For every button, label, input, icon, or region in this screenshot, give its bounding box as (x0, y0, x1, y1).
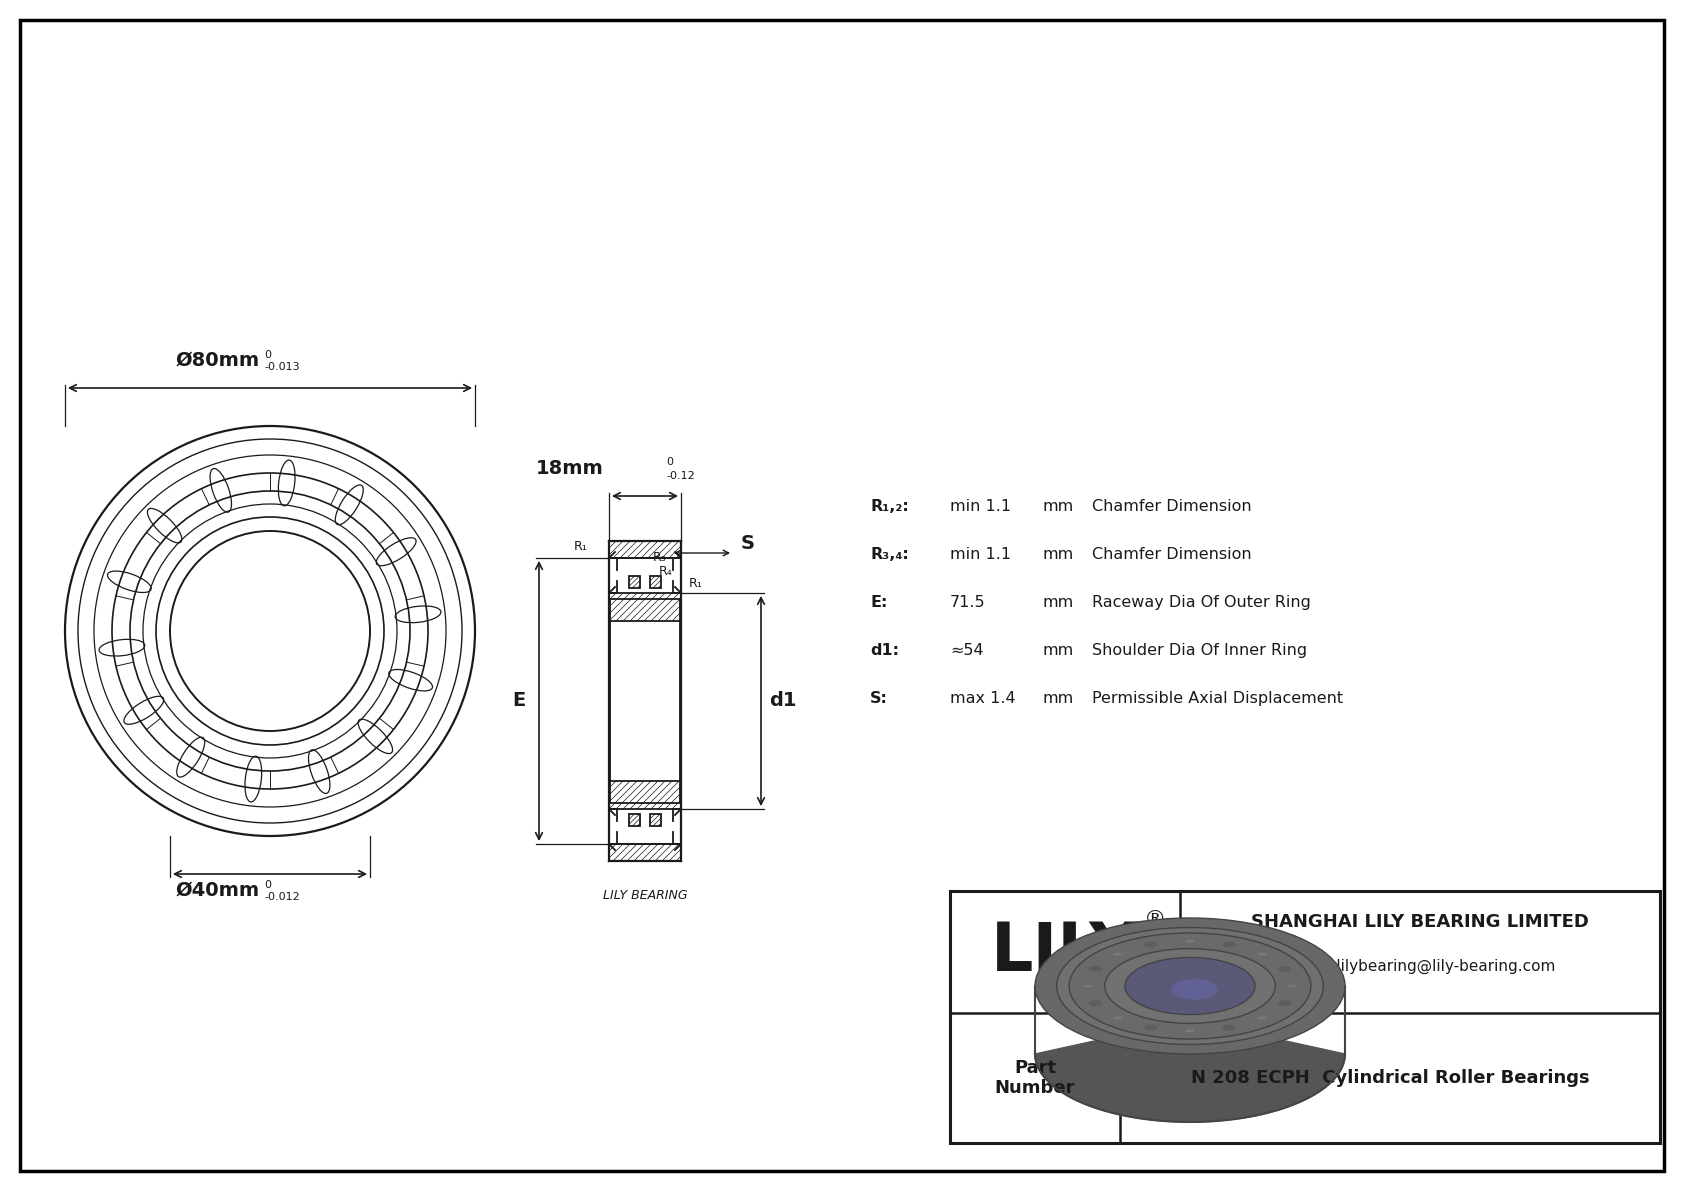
Polygon shape (630, 576, 640, 588)
Text: d1:: d1: (871, 643, 899, 657)
Text: min 1.1: min 1.1 (950, 547, 1010, 562)
Text: -0.012: -0.012 (264, 892, 300, 902)
Text: 0: 0 (264, 880, 271, 890)
Text: 0: 0 (665, 457, 674, 467)
Text: R₃,₄:: R₃,₄: (871, 547, 909, 562)
Text: Chamfer Dimension: Chamfer Dimension (1091, 499, 1251, 515)
Ellipse shape (1088, 1000, 1103, 1006)
Text: max 1.4: max 1.4 (950, 691, 1015, 706)
Bar (610, 599, 680, 803)
Text: Part
Number: Part Number (995, 1059, 1076, 1097)
Ellipse shape (1143, 941, 1159, 948)
Polygon shape (610, 844, 680, 861)
Bar (950, 891, 1660, 1143)
Text: 0: 0 (264, 350, 271, 360)
Ellipse shape (1069, 933, 1310, 1039)
Text: mm: mm (1042, 643, 1073, 657)
Ellipse shape (1113, 953, 1122, 955)
Polygon shape (610, 781, 680, 809)
Ellipse shape (1083, 985, 1093, 987)
Text: ≈54: ≈54 (950, 643, 983, 657)
Text: -0.013: -0.013 (264, 362, 300, 372)
Text: mm: mm (1042, 499, 1073, 515)
Text: mm: mm (1042, 691, 1073, 706)
Polygon shape (610, 541, 680, 559)
Text: E:: E: (871, 596, 887, 610)
Ellipse shape (1036, 918, 1346, 1054)
Text: d1: d1 (770, 692, 797, 711)
Text: LILY BEARING: LILY BEARING (603, 888, 687, 902)
Text: R₄: R₄ (658, 565, 672, 578)
Polygon shape (630, 813, 640, 827)
Text: S:: S: (871, 691, 887, 706)
Text: Shoulder Dia Of Inner Ring: Shoulder Dia Of Inner Ring (1091, 643, 1307, 657)
Ellipse shape (1288, 985, 1297, 987)
Ellipse shape (1278, 1000, 1292, 1006)
Text: 18mm: 18mm (536, 459, 605, 478)
Ellipse shape (1105, 948, 1275, 1023)
Text: Ø80mm: Ø80mm (175, 351, 259, 370)
Text: N 208 ECPH  Cylindrical Roller Bearings: N 208 ECPH Cylindrical Roller Bearings (1191, 1070, 1590, 1087)
Ellipse shape (1056, 928, 1324, 1045)
Text: min 1.1: min 1.1 (950, 499, 1010, 515)
Text: mm: mm (1042, 596, 1073, 610)
Text: Permissible Axial Displacement: Permissible Axial Displacement (1091, 691, 1344, 706)
Text: SHANGHAI LILY BEARING LIMITED: SHANGHAI LILY BEARING LIMITED (1251, 913, 1590, 931)
Text: ®: ® (1143, 909, 1167, 929)
Text: R₁: R₁ (689, 576, 702, 590)
Ellipse shape (1186, 1029, 1194, 1033)
Text: S: S (741, 534, 754, 553)
Text: R₃: R₃ (653, 551, 667, 565)
Text: R₁: R₁ (574, 540, 588, 553)
Text: -0.12: -0.12 (665, 470, 695, 481)
Ellipse shape (1258, 1016, 1266, 1019)
Text: mm: mm (1042, 547, 1073, 562)
Ellipse shape (1125, 958, 1255, 1015)
Polygon shape (650, 813, 660, 827)
Text: Chamfer Dimension: Chamfer Dimension (1091, 547, 1251, 562)
Text: 71.5: 71.5 (950, 596, 985, 610)
Ellipse shape (1223, 1024, 1236, 1030)
Ellipse shape (1223, 941, 1236, 948)
Ellipse shape (1186, 940, 1194, 942)
Ellipse shape (1172, 979, 1218, 999)
Polygon shape (1036, 986, 1346, 1122)
Text: LILY: LILY (992, 919, 1138, 985)
Ellipse shape (1278, 966, 1292, 972)
Text: R₁,₂:: R₁,₂: (871, 499, 909, 515)
Polygon shape (610, 593, 680, 621)
Text: Email: lilybearing@lily-bearing.com: Email: lilybearing@lily-bearing.com (1285, 959, 1556, 973)
Text: E: E (512, 692, 525, 711)
Polygon shape (650, 576, 660, 588)
Ellipse shape (1088, 966, 1103, 972)
Ellipse shape (1113, 1016, 1122, 1019)
Ellipse shape (1258, 953, 1266, 955)
Ellipse shape (1143, 1024, 1159, 1030)
Text: Ø40mm: Ø40mm (175, 881, 259, 900)
Text: Raceway Dia Of Outer Ring: Raceway Dia Of Outer Ring (1091, 596, 1310, 610)
